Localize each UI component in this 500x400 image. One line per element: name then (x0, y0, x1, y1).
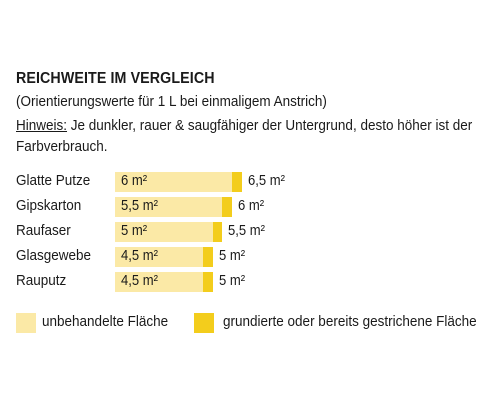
category-label: Glasgewebe (16, 247, 92, 264)
legend-swatch-unprimed (16, 313, 36, 333)
chart-note-text: Je dunkler, rauer & saugfähiger der Unte… (16, 117, 473, 155)
value-label-primed: 5 m² (218, 273, 245, 289)
category-label: Raufaser (16, 222, 71, 239)
bar-unprimed (115, 197, 223, 217)
value-label-unprimed: 5,5 m² (121, 198, 158, 214)
category-label: Glatte Putze (16, 172, 91, 189)
value-label-unprimed: 4,5 m² (121, 273, 158, 289)
chart-note-label: Hinweis: (16, 117, 68, 134)
bar-unprimed (115, 222, 213, 242)
chart-subtitle: (Orientierungswerte für 1 L bei einmalig… (16, 93, 327, 110)
value-label-unprimed: 5 m² (121, 223, 148, 239)
bar-unprimed (115, 272, 203, 292)
legend-swatch-primed (194, 313, 214, 333)
legend-label-primed: grundierte oder bereits gestrichene Fläc… (223, 313, 477, 330)
category-label: Gipskarton (16, 197, 82, 214)
value-label-primed: 5 m² (218, 248, 245, 264)
value-label-unprimed: 4,5 m² (121, 248, 158, 264)
chart-title: REICHWEITE IM VERGLEICH (16, 70, 215, 87)
value-label-unprimed: 6 m² (121, 173, 148, 189)
category-label: Rauputz (16, 272, 67, 289)
bar-unprimed (115, 172, 232, 192)
chart-note: Hinweis: Je dunkler, rauer & saugfähiger… (16, 115, 493, 157)
bar-unprimed (115, 247, 203, 267)
value-label-primed: 6 m² (238, 198, 265, 214)
legend-label-unprimed: unbehandelte Fläche (42, 313, 169, 330)
value-label-primed: 5,5 m² (228, 223, 266, 239)
value-label-primed: 6,5 m² (247, 173, 285, 189)
